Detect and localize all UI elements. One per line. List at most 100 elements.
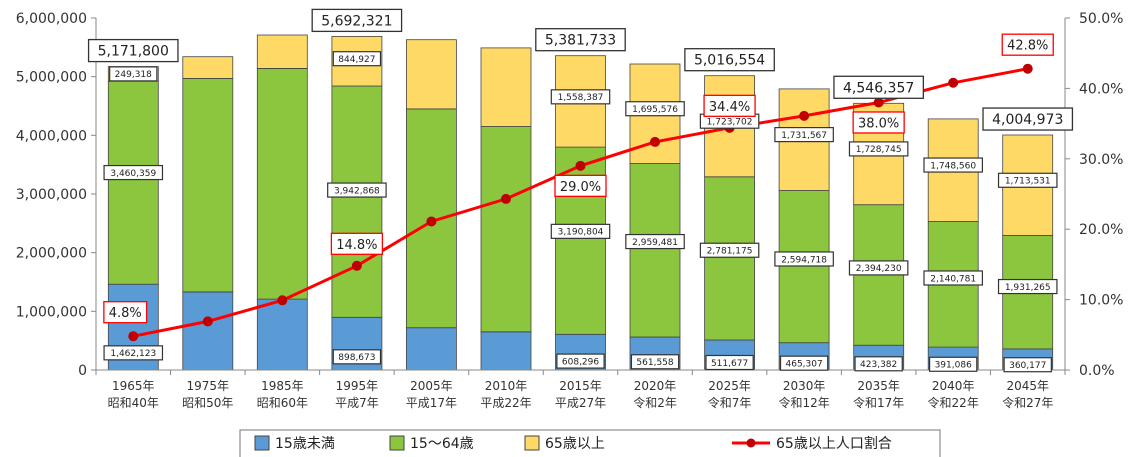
legend-swatch-1 [389, 435, 405, 451]
x-tick-label-era: 令和2年 [633, 395, 677, 410]
segment-value-text: 1,728,745 [856, 145, 902, 155]
x-tick-label-year: 2030年 [783, 379, 826, 393]
segment-value-box: 561,558 [630, 354, 680, 370]
segment-value-box: 1,931,265 [997, 278, 1058, 295]
total-value-text: 4,004,973 [992, 112, 1063, 128]
segment-value-box: 2,394,230 [848, 260, 909, 276]
segment-value-box: 465,307 [779, 355, 829, 371]
segment-value-text: 511,677 [711, 359, 748, 369]
x-tick-label-year: 2035年 [857, 379, 900, 393]
segment-value-box: 898,673 [332, 349, 382, 365]
segment-value-text: 465,307 [786, 359, 823, 369]
x-tick-label-year: 2005年 [410, 379, 453, 393]
y-right-tick-label: 10.0% [1079, 293, 1123, 309]
pct-value-text: 34.4% [709, 100, 750, 115]
y-right-tick-label: 40.0% [1079, 81, 1123, 97]
bar-segment-over65-1 [182, 56, 234, 79]
bar-segment-15to64-3 [331, 85, 383, 318]
x-tick-label-era: 令和27年 [1002, 395, 1053, 410]
segment-value-text: 2,140,781 [930, 274, 976, 284]
ratio-point-12 [1022, 63, 1033, 74]
x-tick-label-year: 2010年 [485, 379, 528, 393]
segment-value-text: 3,460,359 [110, 169, 156, 179]
segment-value-box: 2,140,781 [923, 270, 983, 286]
y-right-tick-label: 20.0% [1079, 222, 1123, 238]
bar-segment-15to64-5 [480, 126, 532, 333]
segment-value-box: 360,177 [1003, 357, 1052, 373]
segment-value-text: 1,462,123 [110, 349, 156, 359]
segment-value-text: 2,394,230 [856, 264, 902, 274]
bar-segment-15to64-1 [182, 78, 234, 293]
x-tick-label-era: 平成7年 [335, 396, 379, 410]
segment-value-text: 249,318 [115, 70, 152, 80]
legend: 15歳未満 15～64歳 65歳以上 65歳以上人口割合 [239, 429, 941, 457]
legend-swatch-2 [524, 435, 540, 451]
segment-value-box: 1,462,123 [103, 345, 164, 361]
x-tick-label-year: 1985年 [261, 379, 304, 393]
ratio-point-6 [575, 160, 586, 171]
segment-value-text: 1,713,531 [1005, 177, 1051, 187]
pct-label-0: 4.8% [103, 301, 148, 324]
x-tick-label-era: 令和22年 [928, 395, 979, 410]
segment-value-box: 391,086 [928, 356, 978, 372]
x-tick-label-era: 昭和60年 [257, 396, 308, 410]
ratio-point-3 [351, 260, 362, 271]
segment-value-text: 1,695,576 [632, 105, 678, 115]
pct-label-3: 14.8% [330, 232, 384, 255]
ratio-point-11 [948, 77, 959, 88]
segment-value-box: 2,959,481 [625, 233, 685, 250]
total-box-3: 5,692,321 [311, 8, 403, 33]
y-left-tick-label: 1,000,000 [16, 304, 87, 320]
ratio-point-2 [277, 295, 288, 306]
total-box-6: 5,381,733 [535, 28, 626, 52]
total-value-text: 5,016,554 [694, 53, 765, 69]
bar-segment-under15-1 [182, 291, 234, 371]
segment-value-text: 391,086 [935, 361, 972, 371]
x-tick-label-era: 令和7年 [708, 395, 752, 410]
y-right-tick-label: 0.0% [1079, 363, 1115, 379]
segment-value-text: 2,781,175 [707, 247, 753, 257]
x-tick-label-year: 2040年 [932, 379, 975, 393]
pct-value-text: 29.0% [560, 180, 601, 195]
ratio-point-7 [650, 136, 661, 147]
x-tick-label-year: 2045年 [1006, 379, 1049, 393]
x-tick-label-year: 1975年 [187, 379, 230, 393]
segment-value-box: 1,728,745 [848, 141, 909, 157]
segment-value-box: 249,318 [109, 66, 158, 82]
legend-label: 15歳未満 [275, 436, 335, 452]
segment-value-box: 844,927 [332, 51, 382, 67]
y-left-tick-label: 0 [78, 363, 87, 379]
total-value-text: 5,381,733 [545, 33, 616, 49]
total-box-8: 5,016,554 [684, 48, 775, 72]
segment-value-box: 1,731,567 [774, 127, 834, 143]
segment-value-box: 3,942,868 [327, 182, 387, 198]
segment-value-text: 1,931,265 [1005, 283, 1051, 293]
x-tick-label-year: 2020年 [634, 379, 677, 393]
legend-label: 65歳以上人口割合 [776, 435, 892, 452]
segment-value-text: 1,731,567 [781, 131, 827, 141]
segment-value-text: 360,177 [1009, 361, 1046, 371]
pct-label-12: 42.8% [1001, 33, 1054, 56]
segment-value-box: 1,558,387 [550, 89, 611, 105]
segment-value-text: 608,296 [562, 357, 599, 367]
segment-value-text: 3,190,804 [558, 228, 604, 238]
ratio-point-4 [426, 216, 437, 227]
ratio-point-10 [873, 97, 884, 108]
pct-label-10: 38.0% [852, 111, 905, 134]
segment-value-text: 898,673 [338, 353, 375, 363]
segment-value-box: 3,460,359 [103, 164, 164, 181]
segment-value-text: 1,723,702 [707, 118, 753, 128]
segment-value-box: 1,713,531 [997, 172, 1058, 188]
x-tick-label-year: 2025年 [708, 379, 751, 393]
legend-line-marker [746, 438, 756, 448]
x-tick-label-era: 昭和40年 [108, 396, 159, 410]
segment-value-box: 608,296 [556, 353, 605, 369]
segment-value-text: 561,558 [636, 358, 673, 368]
segment-value-box: 2,594,718 [774, 251, 834, 267]
bar-segment-15to64-8 [704, 176, 755, 341]
x-tick-label-era: 令和17年 [853, 395, 904, 410]
bar-segment-under15-5 [480, 331, 532, 371]
segment-value-box: 511,677 [705, 354, 754, 371]
bar-segment-over65-2 [256, 34, 308, 69]
segment-value-text: 423,382 [860, 360, 897, 370]
